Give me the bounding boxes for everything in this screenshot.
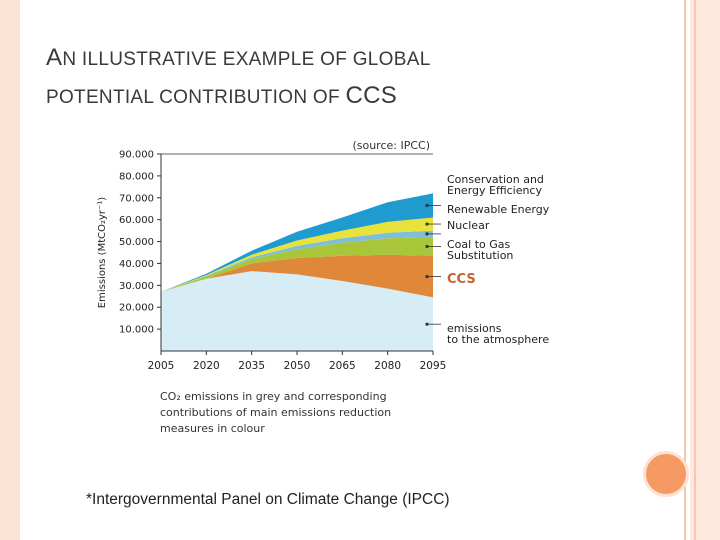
y-tick-label: 40.000 — [119, 259, 154, 270]
left-decorative-bar — [0, 0, 20, 540]
y-tick-label: 20.000 — [119, 303, 154, 314]
source-label: (source: IPCC) — [352, 139, 430, 152]
x-tick-label: 2050 — [284, 360, 311, 372]
y-tick-label: 80.000 — [119, 171, 154, 182]
right-decorative-bars — [680, 0, 720, 540]
x-tick-label: 2005 — [148, 360, 175, 372]
slide-title: AN ILLUSTRATIVE EXAMPLE OF GLOBAL POTENT… — [46, 40, 646, 116]
area-emissions-to-the-atmosphere — [161, 271, 433, 351]
series-label: Conservation and — [447, 173, 544, 186]
title-ccs: CCS — [345, 82, 398, 109]
x-tick-label: 2035 — [238, 360, 265, 372]
y-tick-label: 10.000 — [119, 325, 154, 336]
series-label: emissions — [447, 322, 502, 335]
series-label: to the atmosphere — [447, 333, 549, 346]
area-conservation-and-energy-efficiency — [161, 193, 433, 292]
y-tick-label: 90.000 — [119, 150, 154, 161]
series-label: Nuclear — [447, 219, 490, 232]
title-initial: A — [46, 44, 63, 71]
chart-caption: CO₂ emissions in grey and corresponding — [160, 390, 387, 403]
chart-caption: measures in colour — [160, 422, 265, 435]
x-tick-label: 2020 — [193, 360, 220, 372]
y-tick-label: 60.000 — [119, 215, 154, 226]
y-tick-label: 30.000 — [119, 281, 154, 292]
chart-panel: 10.000 20.000 30.000 40.000 50.000 60.000 70.0… — [75, 110, 583, 478]
footnote: *Intergovernmental Panel on Climate Chan… — [86, 491, 450, 508]
x-tick-label: 2065 — [329, 360, 356, 372]
series-label: Energy Efficiency — [447, 184, 542, 197]
chart-caption: contributions of main emissions reductio… — [160, 406, 391, 419]
title-line1: N ILLUSTRATIVE EXAMPLE OF GLOBAL — [62, 49, 431, 70]
emissions-area-chart: 10.000 20.000 30.000 40.000 50.000 60.000 70.0… — [97, 139, 550, 435]
y-tick-label: 70.000 — [119, 193, 154, 204]
series-label: CCS — [447, 272, 476, 287]
area-renewable-energy — [161, 217, 433, 292]
x-tick-label: 2095 — [420, 360, 447, 372]
title-line2: POTENTIAL CONTRIBUTION OF — [46, 87, 340, 108]
area-nuclear — [161, 230, 433, 292]
x-tick-label: 2080 — [374, 360, 401, 372]
series-label: Coal to Gas — [447, 238, 511, 251]
decorative-circle — [643, 451, 689, 497]
y-tick-label: 50.000 — [119, 237, 154, 248]
series-label: Renewable Energy — [447, 203, 550, 216]
area-coal-to-gas-substitution — [161, 237, 433, 292]
area-ccs — [161, 254, 433, 298]
y-axis-label: Emissions (MtCO₂yr⁻¹) — [97, 197, 108, 309]
series-label: Substitution — [447, 249, 513, 262]
